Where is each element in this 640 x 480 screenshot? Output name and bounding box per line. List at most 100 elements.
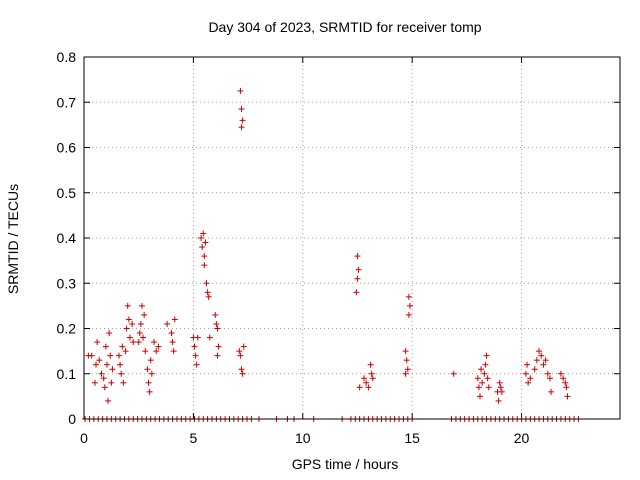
data-point <box>200 230 207 237</box>
data-point <box>100 375 107 382</box>
data-point <box>564 393 571 400</box>
data-point <box>474 375 481 382</box>
data-point <box>533 357 540 364</box>
data-point <box>91 379 98 386</box>
data-point <box>354 253 361 260</box>
data-point <box>354 275 361 282</box>
data-point <box>153 348 160 355</box>
data-point <box>402 348 409 355</box>
data-point <box>98 370 105 377</box>
data-point <box>191 343 198 350</box>
data-point <box>239 370 246 377</box>
data-point <box>146 388 153 395</box>
data-point <box>238 124 245 131</box>
data-point <box>135 339 142 346</box>
data-point <box>563 384 570 391</box>
data-point <box>201 262 208 269</box>
data-point <box>94 339 101 346</box>
data-point <box>481 370 488 377</box>
data-point <box>164 320 171 327</box>
data-point <box>194 334 201 341</box>
data-point <box>498 388 505 395</box>
y-tick-label: 0.8 <box>57 49 77 65</box>
data-point <box>202 239 209 246</box>
data-point <box>546 375 553 382</box>
data-point <box>542 357 549 364</box>
data-point <box>215 343 222 350</box>
data-point <box>109 366 116 373</box>
data-point <box>525 379 532 386</box>
y-tick-label: 0.1 <box>57 366 77 382</box>
data-point <box>236 348 243 355</box>
grid <box>84 57 620 419</box>
data-point <box>119 343 126 350</box>
x-tick-label: 20 <box>514 430 530 446</box>
data-point <box>171 316 178 323</box>
data-point <box>482 361 489 368</box>
data-point <box>484 375 491 382</box>
data-point <box>240 343 247 350</box>
data-point <box>203 280 210 287</box>
data-point <box>369 375 376 382</box>
data-point <box>522 370 529 377</box>
x-tick-label: 5 <box>189 430 197 446</box>
data-point <box>478 366 485 373</box>
y-tick-label: 0.5 <box>57 185 77 201</box>
data-point <box>237 352 244 359</box>
data-point <box>527 375 534 382</box>
data-point <box>450 370 457 377</box>
data-point <box>363 379 370 386</box>
chart-title: Day 304 of 2023, SRMTID for receiver tom… <box>208 19 481 35</box>
data-point <box>557 370 564 377</box>
data-point <box>148 370 155 377</box>
data-point <box>367 361 374 368</box>
data-point <box>356 384 363 391</box>
data-point <box>497 384 504 391</box>
data-point <box>560 375 567 382</box>
data-point <box>120 379 127 386</box>
data-point <box>238 366 245 373</box>
data-point <box>122 348 129 355</box>
data-point <box>206 334 213 341</box>
y-tick-label: 0.2 <box>57 321 77 337</box>
data-point <box>129 320 136 327</box>
data-point <box>93 361 100 368</box>
data-point <box>485 384 492 391</box>
x-axis-label: GPS time / hours <box>292 456 399 472</box>
data-marks <box>82 87 582 422</box>
data-point <box>151 339 158 346</box>
data-point <box>204 289 211 296</box>
data-point <box>238 106 245 113</box>
data-point <box>524 361 531 368</box>
data-point <box>118 370 125 377</box>
data-point <box>105 397 112 404</box>
data-point <box>368 370 375 377</box>
data-point <box>138 302 145 309</box>
data-point <box>548 388 555 395</box>
y-tick-label: 0.4 <box>57 230 77 246</box>
data-point <box>536 348 543 355</box>
y-tick-label: 0 <box>68 411 76 427</box>
data-point <box>155 343 162 350</box>
data-point <box>544 370 551 377</box>
data-point <box>147 357 154 364</box>
data-point <box>239 117 246 124</box>
data-point <box>96 357 103 364</box>
data-point <box>402 370 409 377</box>
data-point <box>123 325 130 332</box>
data-point <box>212 311 219 318</box>
y-axis-label: SRMTID / TECUs <box>5 184 21 294</box>
data-point <box>355 266 362 273</box>
data-point <box>213 320 220 327</box>
data-point <box>403 357 410 364</box>
data-point <box>103 361 110 368</box>
data-point <box>192 352 199 359</box>
data-point <box>562 379 569 386</box>
data-point <box>496 379 503 386</box>
data-point <box>145 379 152 386</box>
data-point <box>137 320 144 327</box>
x-tick-label: 15 <box>404 430 420 446</box>
data-point <box>531 366 538 373</box>
data-point <box>126 334 133 341</box>
data-point <box>201 253 208 260</box>
